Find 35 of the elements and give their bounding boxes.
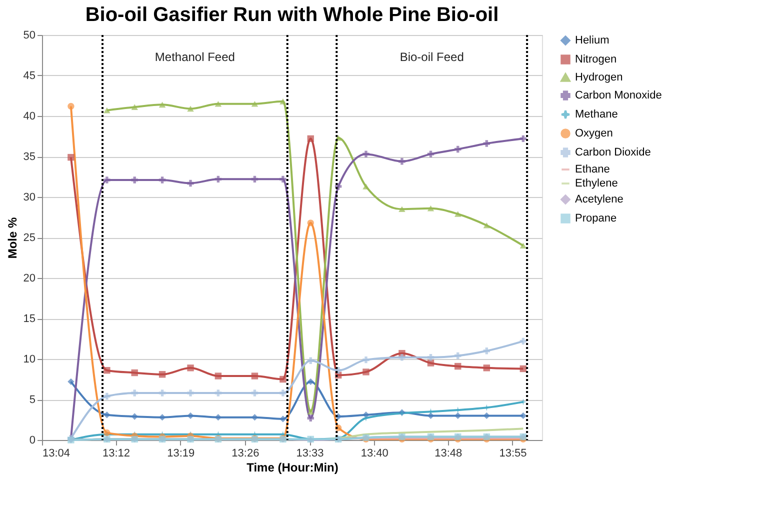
- annotation: Methanol Feed: [154, 50, 235, 64]
- legend-label: Carbon Dioxide: [575, 146, 651, 158]
- y-tick-label: 5: [29, 394, 36, 406]
- legend-label: Carbon Monoxide: [575, 90, 662, 102]
- legend-label: Nitrogen: [575, 54, 617, 66]
- y-tick-label: 20: [23, 272, 36, 284]
- y-tick-label: 0: [29, 434, 36, 446]
- y-tick-label: 10: [23, 354, 36, 366]
- y-tick-label: 25: [23, 232, 36, 244]
- legend-label: Ethylene: [575, 178, 618, 190]
- legend-label: Ethane: [575, 164, 610, 176]
- legend-label: Propane: [575, 212, 617, 224]
- y-tick-label: 40: [23, 110, 36, 122]
- y-tick-label: 50: [23, 30, 36, 42]
- y-tick-label: 35: [23, 151, 36, 163]
- legend-label: Helium: [575, 34, 610, 46]
- x-tick-label: 13:55: [499, 448, 527, 460]
- legend-label: Acetylene: [575, 194, 624, 206]
- legend-label: Hydrogen: [575, 72, 623, 84]
- x-tick-label: 13:12: [102, 448, 130, 460]
- chart-title: Bio-oil Gasifier Run with Whole Pine Bio-oil: [85, 4, 499, 26]
- x-tick-label: 13:19: [167, 448, 195, 460]
- y-axis-title: Mole %: [5, 217, 20, 259]
- annotation: Bio-oil Feed: [400, 50, 464, 64]
- y-tick-label: 30: [23, 192, 36, 204]
- x-tick-label: 13:26: [232, 448, 260, 460]
- legend-label: Oxygen: [575, 128, 613, 140]
- x-tick-label: 13:33: [296, 448, 324, 460]
- x-tick-label: 13:48: [434, 448, 462, 460]
- x-axis-title: Time (Hour:Min): [246, 460, 338, 474]
- y-tick-label: 45: [23, 70, 36, 82]
- x-tick-label: 13:04: [42, 448, 70, 460]
- x-tick-label: 13:40: [360, 448, 388, 460]
- legend-label: Methane: [575, 108, 618, 120]
- y-tick-label: 15: [23, 313, 36, 325]
